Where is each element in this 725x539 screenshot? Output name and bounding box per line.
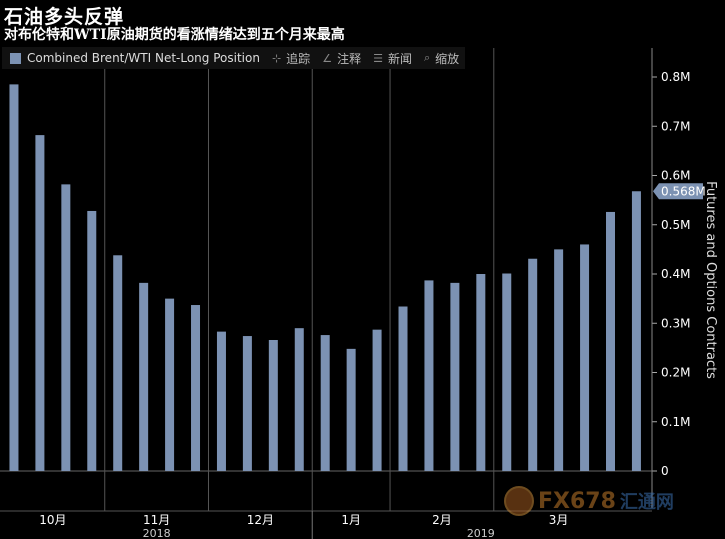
value-callout: 0.568M xyxy=(653,183,706,200)
news-button[interactable]: ☰ 新闻 xyxy=(367,50,418,67)
year-label: 2018 xyxy=(143,527,171,539)
zoom-button[interactable]: ⌕ 缩放 xyxy=(418,50,465,67)
annotate-button-label: 注释 xyxy=(337,51,362,66)
bar xyxy=(346,348,356,471)
y-tick-label: 0.7M xyxy=(661,119,690,133)
month-label: 11月 xyxy=(143,513,170,527)
month-label: 2月 xyxy=(432,513,452,527)
watermark-text: FX678 xyxy=(538,488,616,514)
bar xyxy=(554,249,564,471)
plus-icon: ⊹ xyxy=(271,51,282,65)
news-icon: ☰ xyxy=(373,51,383,65)
chart-toolbar: Combined Brent/WTI Net-Long Position ⊹ 追… xyxy=(2,47,466,69)
news-button-label: 新闻 xyxy=(387,51,412,66)
bars xyxy=(9,84,641,472)
bar xyxy=(113,255,123,471)
bar xyxy=(372,329,382,471)
bar xyxy=(9,84,19,471)
month-label: 3月 xyxy=(549,513,569,527)
y-tick-label: 0 xyxy=(661,464,669,478)
callout-box xyxy=(653,183,703,200)
legend: Combined Brent/WTI Net-Long Position xyxy=(2,51,266,65)
month-label: 10月 xyxy=(39,513,66,527)
track-button-label: 追踪 xyxy=(286,51,311,66)
y-tick-label: 0.6M xyxy=(661,169,690,183)
bar xyxy=(424,280,434,471)
callout-label: 0.568M xyxy=(661,184,706,198)
bar xyxy=(268,339,278,471)
y-tick-label: 0.4M xyxy=(661,267,690,281)
y-tick-label: 0.5M xyxy=(661,218,690,232)
year-label: 2019 xyxy=(467,527,495,539)
chart-title: 石油多头反弹 xyxy=(4,6,125,28)
bar xyxy=(398,306,408,471)
y-tick-label: 0.3M xyxy=(661,316,690,330)
zoom-icon: ⌕ xyxy=(423,51,431,64)
watermark-cn: 汇通网 xyxy=(619,492,674,513)
bar xyxy=(61,184,71,472)
bar xyxy=(631,191,641,471)
bar xyxy=(191,305,201,471)
bar xyxy=(580,244,590,471)
legend-swatch xyxy=(10,52,21,64)
zoom-button-label: 缩放 xyxy=(435,51,460,66)
bar xyxy=(476,274,486,471)
bar xyxy=(242,336,252,471)
chart-subtitle: 对布伦特和WTI原油期货的看涨情绪达到五个月来最高 xyxy=(4,27,345,43)
bar xyxy=(139,282,149,471)
bar xyxy=(294,328,304,471)
bar xyxy=(87,210,97,471)
track-button[interactable]: ⊹ 追踪 xyxy=(266,50,316,67)
annotate-button[interactable]: ∠ 注释 xyxy=(316,50,367,67)
bar xyxy=(216,331,226,471)
bar xyxy=(165,298,175,471)
bar xyxy=(35,135,45,472)
y-axis: 0 0.1M 0.2M 0.3M 0.4M 0.5M 0.6M 0.7M 0.8M 0.568M xyxy=(651,48,706,508)
bar xyxy=(450,282,460,471)
bar xyxy=(606,211,616,471)
bar xyxy=(320,335,330,471)
watermark: FX678 汇通网 xyxy=(504,486,674,516)
y-tick-label: 0.2M xyxy=(661,366,690,380)
y-tick-label: 0.8M xyxy=(661,70,690,84)
bar xyxy=(528,258,538,471)
legend-label: Combined Brent/WTI Net-Long Position xyxy=(27,51,260,65)
bar xyxy=(502,273,512,471)
grid-lines xyxy=(0,48,652,511)
y-tick-label: 0.1M xyxy=(661,415,690,429)
watermark-logo xyxy=(504,486,534,516)
x-axis: 10月 11月 12月 1月 2月 3月 2018 2019 xyxy=(0,510,652,539)
y-axis-label: Futures and Options Contracts xyxy=(703,181,718,379)
month-label: 12月 xyxy=(247,513,274,527)
month-label: 1月 xyxy=(341,513,361,527)
pencil-icon: ∠ xyxy=(322,51,333,65)
